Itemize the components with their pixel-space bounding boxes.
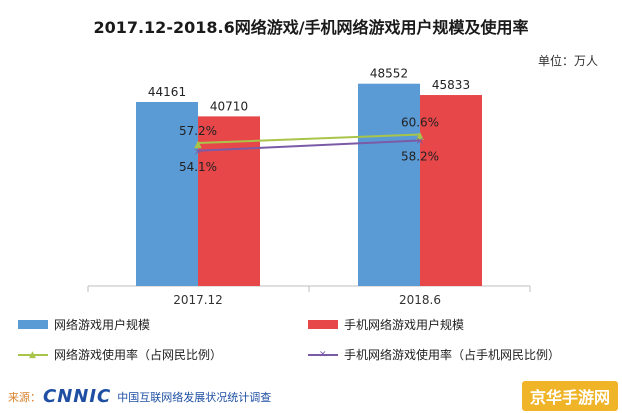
rate-marker: ▲ bbox=[416, 131, 424, 142]
bar-value-label: 44161 bbox=[148, 85, 186, 99]
bar-mobile-game-users bbox=[420, 95, 482, 286]
source-footer: 来源： CNNIC 中国互联网络发展状况统计调查 bbox=[8, 386, 271, 407]
rate-value-label: 60.6% bbox=[401, 116, 439, 130]
x-tick-label: 2017.12 bbox=[173, 293, 223, 307]
bar-value-label: 45833 bbox=[432, 78, 470, 92]
x-tick-label: 2018.6 bbox=[399, 293, 441, 307]
watermark-badge: 京华手游网 bbox=[521, 381, 618, 411]
rate-marker: ✕ bbox=[194, 147, 202, 158]
rate-marker: ▲ bbox=[194, 139, 202, 150]
rate-marker: ✕ bbox=[416, 137, 424, 148]
bar-value-label: 48552 bbox=[370, 67, 408, 81]
source-text: 中国互联网络发展状况统计调查 bbox=[117, 390, 272, 404]
rate-line-game bbox=[197, 133, 421, 144]
rate-line-mobile-game bbox=[197, 139, 421, 152]
bar-mobile-game-users bbox=[198, 116, 260, 286]
bar-game-users bbox=[358, 83, 420, 286]
rate-value-label: 54.1% bbox=[179, 160, 217, 174]
source-prefix: 来源： bbox=[8, 390, 41, 404]
unit-label: 单位：万人 bbox=[537, 54, 598, 68]
bar-game-users bbox=[136, 101, 198, 286]
rate-value-label: 58.2% bbox=[401, 150, 439, 164]
chart-title: 2017.12-2018.6网络游戏/手机网络游戏用户规模及使用率 bbox=[93, 18, 529, 37]
cnnic-logo: CNNIC bbox=[43, 386, 112, 407]
bar-value-label: 40710 bbox=[210, 99, 248, 113]
rate-value-label: 57.2% bbox=[179, 124, 217, 138]
